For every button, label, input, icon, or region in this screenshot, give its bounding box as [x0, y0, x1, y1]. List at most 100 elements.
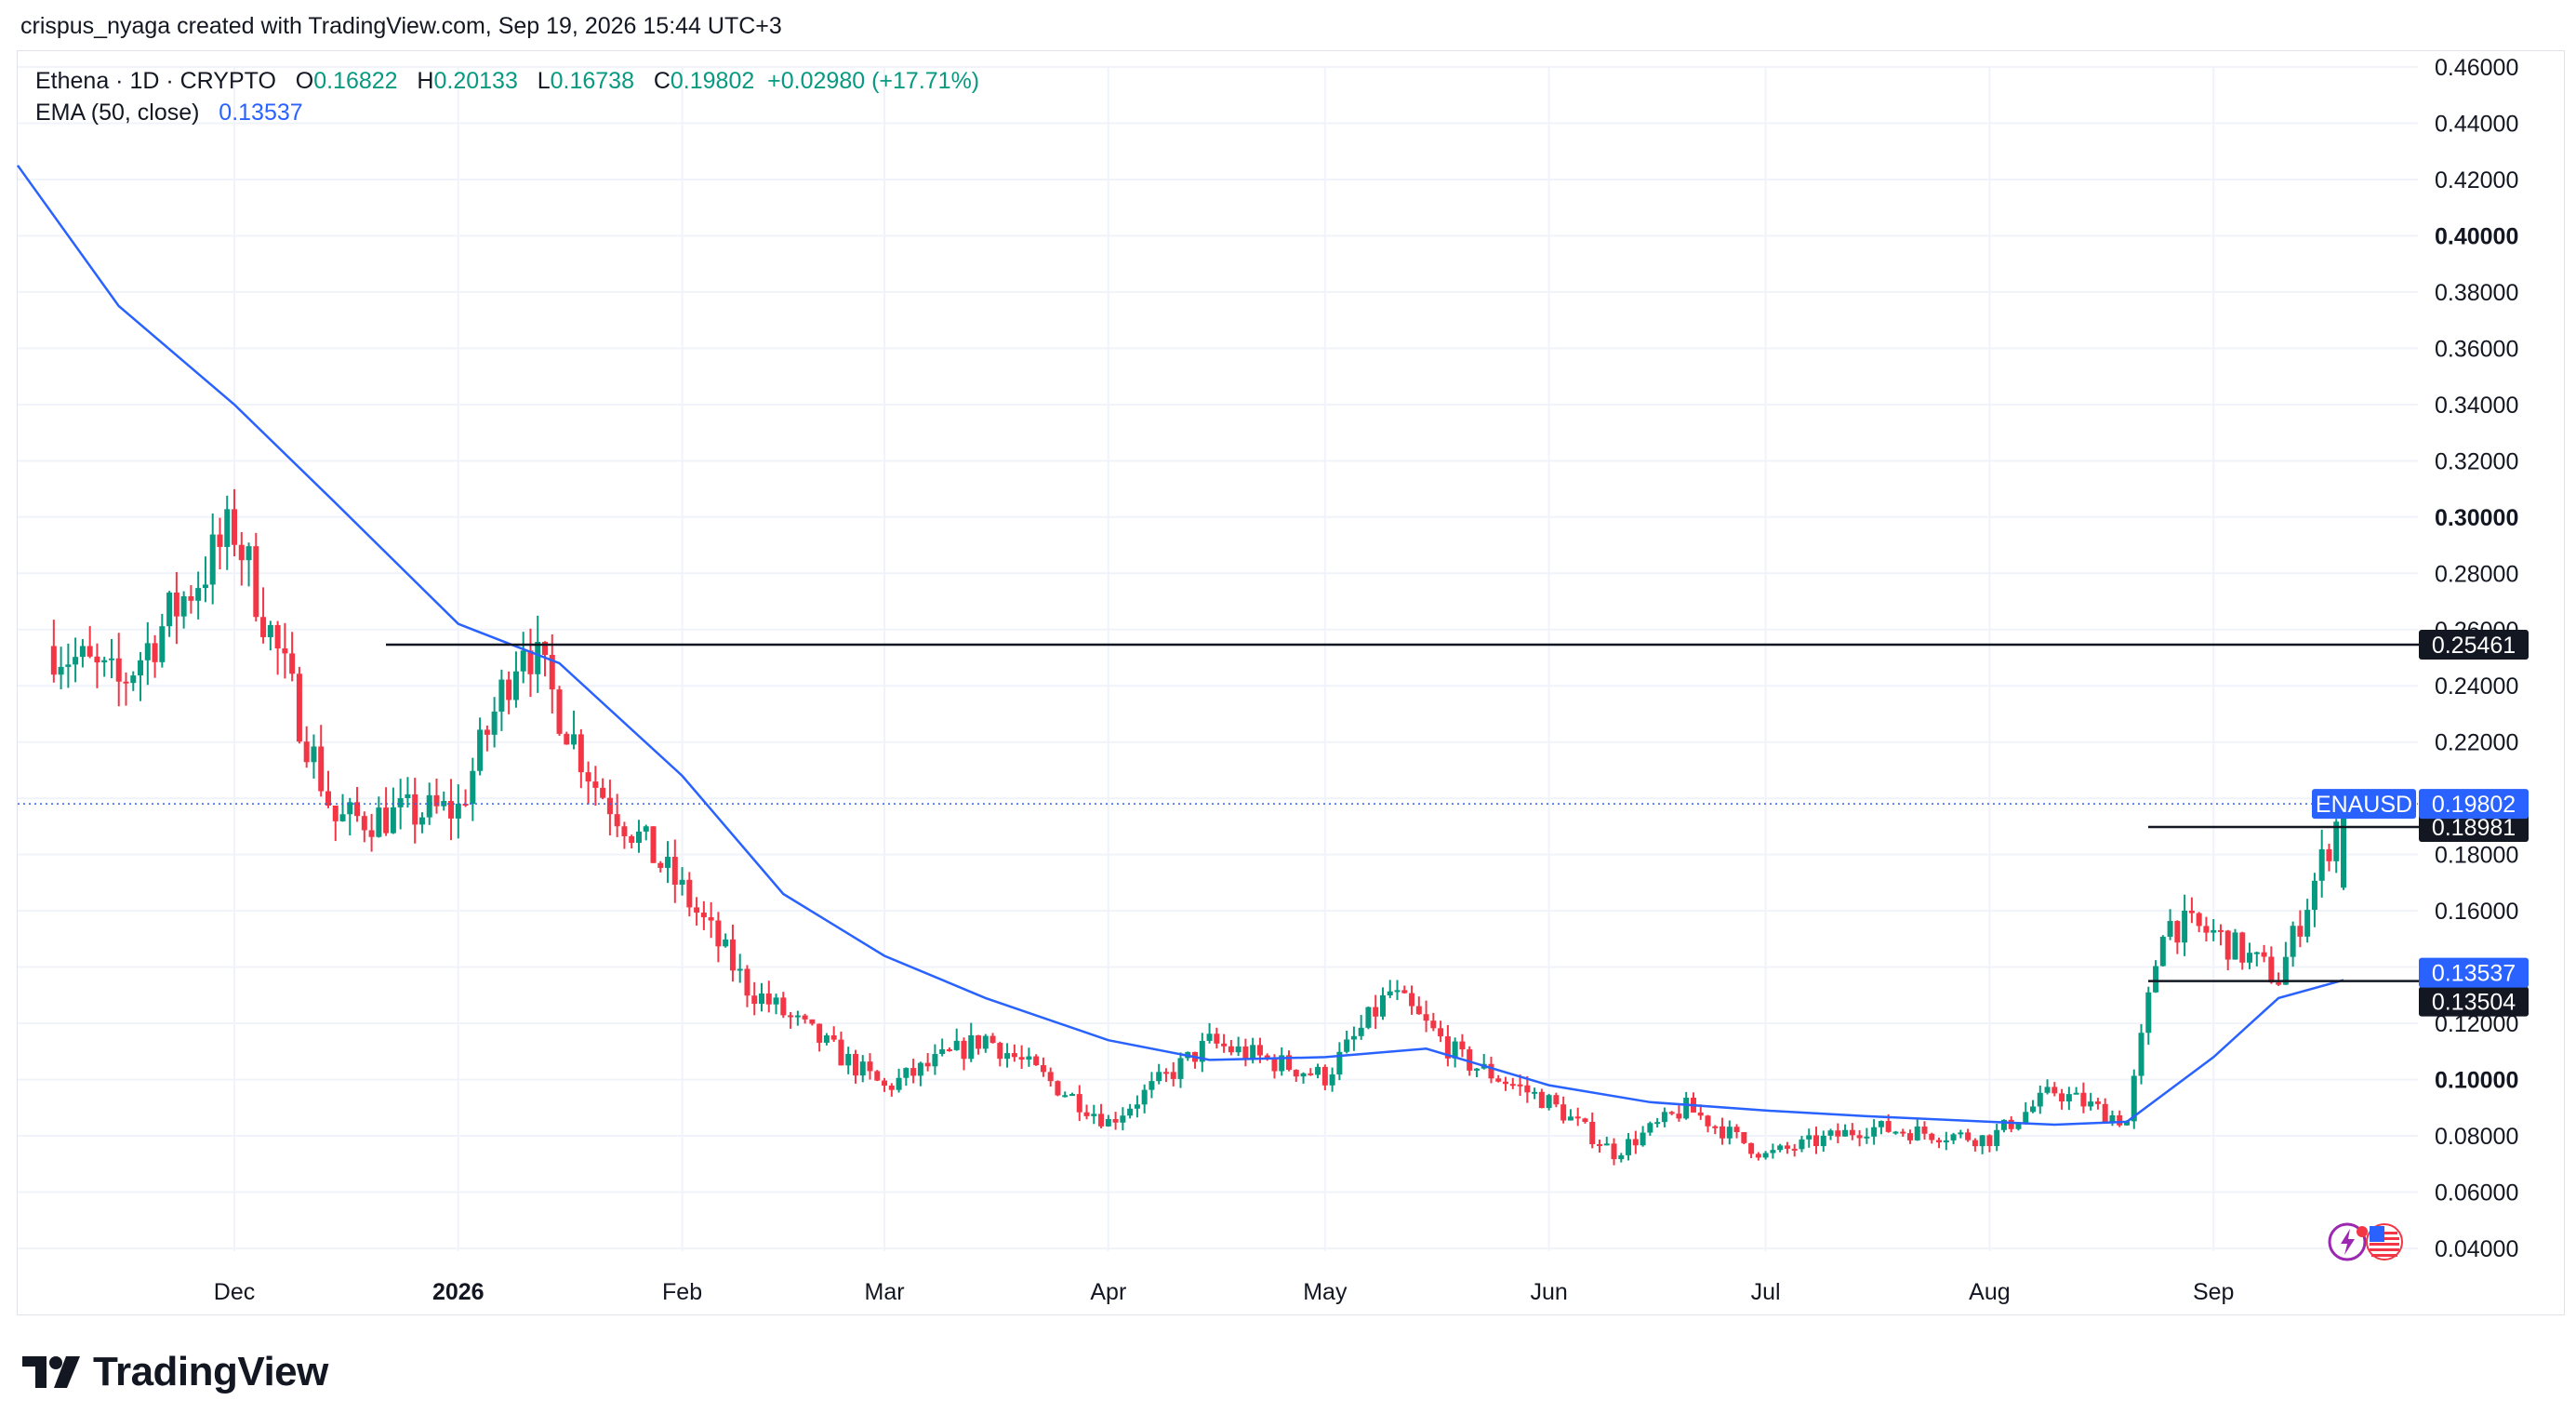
candle-body[interactable]: [1083, 1112, 1090, 1116]
candle-body[interactable]: [289, 653, 296, 674]
candle-body[interactable]: [2088, 1101, 2094, 1107]
candle-body[interactable]: [1011, 1053, 1017, 1058]
candle-body[interactable]: [686, 879, 693, 908]
candle-body[interactable]: [448, 801, 455, 819]
candle-body[interactable]: [1488, 1063, 1494, 1079]
candle-body[interactable]: [1813, 1135, 1820, 1147]
candle-body[interactable]: [1401, 990, 1408, 994]
candle-body[interactable]: [1177, 1058, 1184, 1079]
candle-body[interactable]: [1279, 1055, 1285, 1072]
candle-body[interactable]: [361, 816, 367, 831]
candle-body[interactable]: [1235, 1046, 1242, 1053]
candle-body[interactable]: [73, 657, 79, 665]
candle-body[interactable]: [159, 626, 166, 662]
candle-body[interactable]: [982, 1035, 989, 1049]
candle-body[interactable]: [2282, 956, 2289, 985]
candle-body[interactable]: [1676, 1114, 1682, 1119]
candle-body[interactable]: [1618, 1154, 1625, 1160]
candle-body[interactable]: [2131, 1075, 2137, 1122]
candle-body[interactable]: [512, 671, 519, 700]
candle-body[interactable]: [2153, 966, 2159, 993]
candle-body[interactable]: [2117, 1114, 2123, 1126]
candle-body[interactable]: [564, 733, 570, 745]
candle-body[interactable]: [65, 664, 72, 667]
candle-body[interactable]: [2059, 1093, 2065, 1102]
candle-body[interactable]: [484, 729, 490, 735]
candle-body[interactable]: [1018, 1057, 1025, 1060]
candle-body[interactable]: [751, 995, 758, 1005]
horizontal-levels[interactable]: [386, 643, 2425, 982]
candle-body[interactable]: [433, 794, 440, 807]
candle-body[interactable]: [209, 534, 216, 585]
candle-body[interactable]: [311, 746, 317, 763]
candle-body[interactable]: [1820, 1135, 1826, 1147]
candle-body[interactable]: [1806, 1135, 1812, 1140]
candle-body[interactable]: [1156, 1072, 1162, 1082]
candle-body[interactable]: [1300, 1073, 1307, 1077]
candle-body[interactable]: [600, 787, 606, 798]
candle-body[interactable]: [138, 660, 144, 676]
candle-body[interactable]: [1741, 1131, 1747, 1143]
candle-body[interactable]: [802, 1015, 808, 1020]
candle-body[interactable]: [1755, 1154, 1761, 1158]
candle-body[interactable]: [1574, 1116, 1581, 1119]
candle-body[interactable]: [1162, 1072, 1169, 1074]
candle-body[interactable]: [744, 968, 750, 996]
candle-body[interactable]: [759, 994, 765, 1005]
candle-body[interactable]: [1864, 1136, 1870, 1139]
candle-body[interactable]: [650, 826, 657, 863]
candle-body[interactable]: [2052, 1087, 2058, 1094]
candle-body[interactable]: [976, 1034, 982, 1049]
candle-body[interactable]: [1040, 1065, 1046, 1073]
candle-body[interactable]: [1958, 1132, 1964, 1135]
candle-body[interactable]: [1170, 1072, 1176, 1079]
candle-body[interactable]: [571, 734, 578, 745]
candle-body[interactable]: [694, 907, 700, 914]
candle-body[interactable]: [1589, 1122, 1596, 1144]
candle-body[interactable]: [1452, 1041, 1458, 1059]
candle-body[interactable]: [2188, 910, 2195, 914]
candle-body[interactable]: [817, 1023, 823, 1043]
candle-body[interactable]: [470, 770, 476, 805]
candle-body[interactable]: [1047, 1072, 1054, 1082]
candle-body[interactable]: [1668, 1112, 1675, 1114]
candle-body[interactable]: [1199, 1040, 1205, 1062]
candle-body[interactable]: [643, 826, 649, 832]
candle-body[interactable]: [2167, 921, 2173, 938]
candle-body[interactable]: [347, 802, 353, 815]
candle-body[interactable]: [1264, 1055, 1270, 1059]
candle-body[interactable]: [845, 1053, 852, 1066]
candle-body[interactable]: [606, 797, 613, 815]
candle-body[interactable]: [1350, 1035, 1357, 1040]
candle-body[interactable]: [477, 729, 484, 771]
candle-body[interactable]: [535, 641, 541, 674]
candle-body[interactable]: [635, 831, 642, 844]
candle-body[interactable]: [296, 673, 302, 742]
candle-body[interactable]: [946, 1048, 952, 1051]
candle-body[interactable]: [2109, 1114, 2116, 1123]
candle-body[interactable]: [910, 1068, 917, 1076]
candle-body[interactable]: [629, 835, 635, 844]
candle-body[interactable]: [1726, 1127, 1733, 1139]
candle-body[interactable]: [1409, 993, 1415, 1007]
candle-body[interactable]: [1697, 1112, 1704, 1116]
candle-body[interactable]: [2290, 926, 2296, 957]
candle-body[interactable]: [585, 772, 591, 782]
candle-body[interactable]: [50, 646, 57, 675]
candle-body[interactable]: [1415, 1006, 1422, 1015]
candle-body[interactable]: [79, 646, 86, 658]
candle-body[interactable]: [1748, 1142, 1755, 1154]
candle-body[interactable]: [1509, 1084, 1516, 1087]
candle-body[interactable]: [491, 711, 498, 735]
candle-body[interactable]: [1444, 1036, 1451, 1059]
candle-body[interactable]: [2080, 1092, 2087, 1107]
candle-body[interactable]: [202, 584, 208, 589]
candle-body[interactable]: [1538, 1091, 1545, 1109]
candle-body[interactable]: [1365, 1007, 1372, 1028]
candle-body[interactable]: [397, 797, 404, 807]
candle-body[interactable]: [859, 1061, 866, 1076]
candle-body[interactable]: [708, 917, 714, 921]
candle-body[interactable]: [882, 1080, 888, 1086]
candle-body[interactable]: [1921, 1127, 1928, 1134]
candle-body[interactable]: [166, 592, 173, 627]
